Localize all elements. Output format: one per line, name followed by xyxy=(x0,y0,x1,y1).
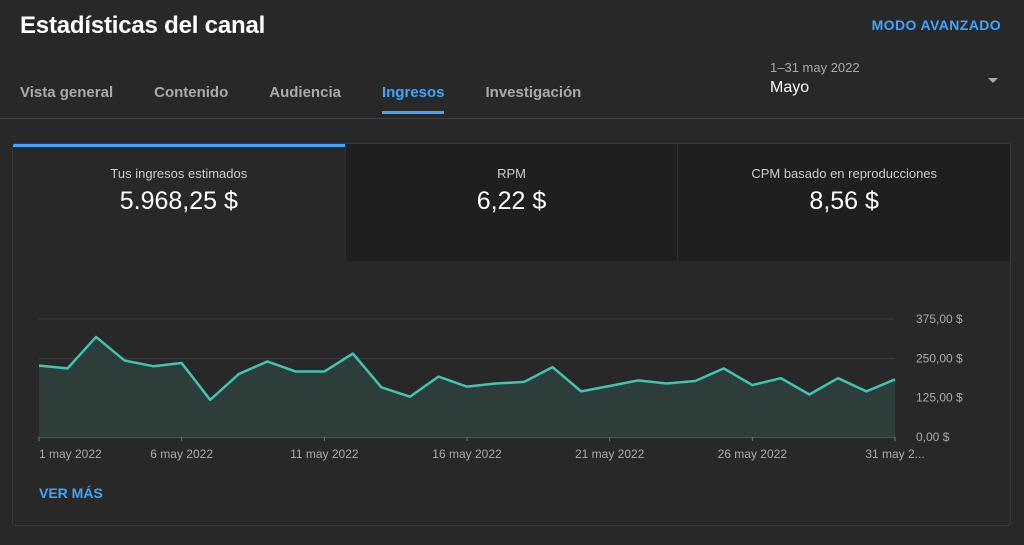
series-line xyxy=(38,335,896,402)
x-tick-label: 16 may 2022 xyxy=(432,447,502,461)
x-tick-label: 31 may 2... xyxy=(865,447,924,461)
metric-label: RPM xyxy=(497,166,526,181)
tab-content[interactable]: Contenido xyxy=(154,84,229,101)
tab-audience[interactable]: Audiencia xyxy=(269,84,341,101)
metric-playback-cpm[interactable]: CPM basado en reproducciones 8,56 $ xyxy=(677,144,1010,261)
x-tick-label: 26 may 2022 xyxy=(718,447,788,461)
advanced-mode-button[interactable]: MODO AVANZADO xyxy=(871,17,1001,33)
y-tick-label: 250,00 $ xyxy=(916,351,963,365)
x-tick-label: 6 may 2022 xyxy=(150,447,213,461)
y-tick-label: 125,00 $ xyxy=(916,391,963,405)
metric-label: Tus ingresos estimados xyxy=(110,166,248,181)
x-tick-label: 21 may 2022 xyxy=(575,447,645,461)
revenue-line-chart[interactable]: 375,00 $ 250,00 $ 125,00 $ 0,00 $ 1 may 2022… xyxy=(13,144,1010,525)
metric-rpm[interactable]: RPM 6,22 $ xyxy=(344,144,678,261)
x-tick-label: 1 may 2022 xyxy=(39,447,102,461)
tab-research[interactable]: Investigación xyxy=(485,84,582,101)
tab-overview[interactable]: Vista general xyxy=(20,84,114,101)
metric-value: 8,56 $ xyxy=(809,187,879,215)
y-tick-label: 375,00 $ xyxy=(916,312,963,326)
dropdown-arrow-icon xyxy=(988,78,998,83)
header-divider xyxy=(0,118,1024,119)
metric-tabs: Tus ingresos estimados 5.968,25 $ RPM 6,… xyxy=(13,144,1010,261)
metric-label: CPM basado en reproducciones xyxy=(751,166,938,181)
metric-value: 6,22 $ xyxy=(476,187,547,215)
metric-estimated-revenue[interactable]: Tus ingresos estimados 5.968,25 $ xyxy=(13,144,345,261)
x-tick-label: 11 may 2022 xyxy=(290,447,359,461)
date-range-text: 1–31 may 2022 xyxy=(770,60,860,75)
tab-revenue[interactable]: Ingresos xyxy=(381,84,444,114)
y-tick-label: 0,00 $ xyxy=(916,430,950,444)
date-range-picker[interactable]: 1–31 may 2022 Mayo xyxy=(770,60,1002,104)
page-title: Estadísticas del canal xyxy=(20,12,266,39)
tab-bar: Vista general Contenido Audiencia Ingres… xyxy=(20,84,622,114)
date-period-value: Mayo xyxy=(770,79,810,96)
see-more-link[interactable]: VER MÁS xyxy=(39,485,103,501)
revenue-card: Tus ingresos estimados 5.968,25 $ RPM 6,… xyxy=(12,143,1011,526)
metric-value: 5.968,25 $ xyxy=(119,187,238,215)
